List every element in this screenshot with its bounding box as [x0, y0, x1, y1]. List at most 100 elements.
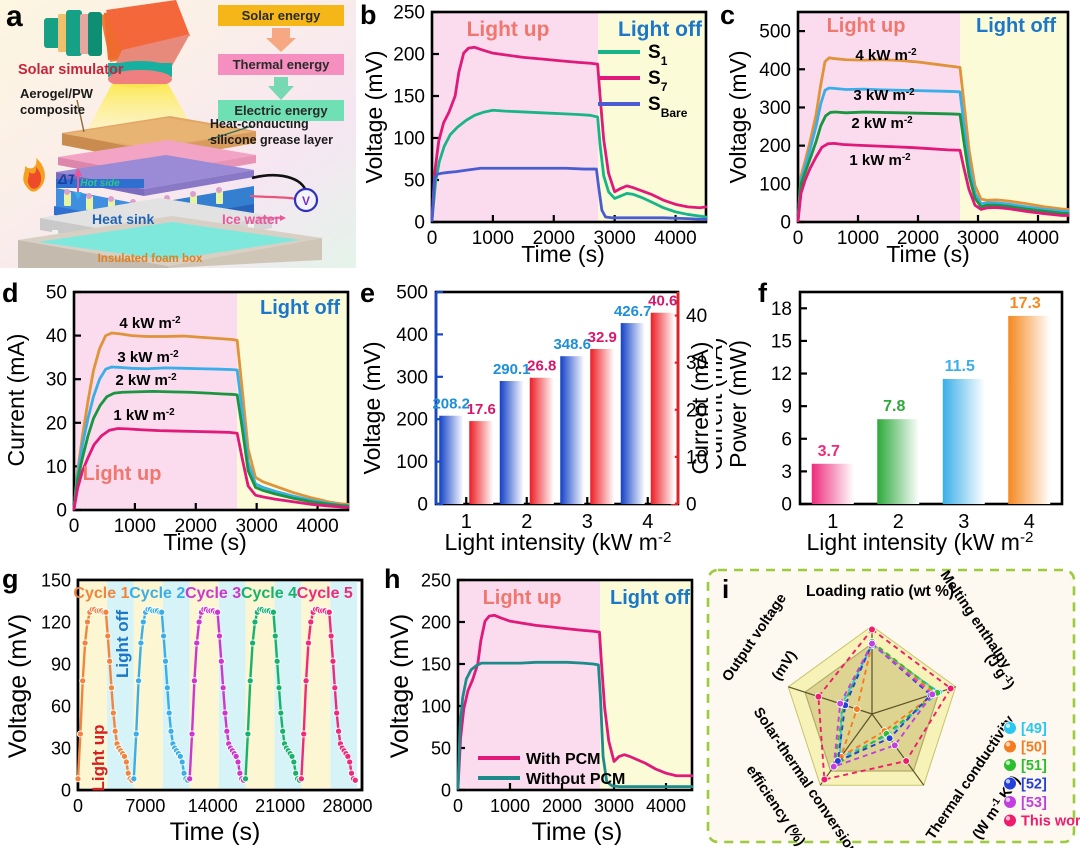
- foam-box-label: Insulated foam box: [98, 253, 203, 265]
- y-tick-label: 200: [759, 136, 791, 157]
- light-up-label: Light up: [467, 18, 550, 41]
- cycle-marker: [158, 608, 166, 616]
- cycle-marker: [335, 727, 343, 735]
- panel-h-pcm-comparison: 0 1000 2000 3000 4000 0 50 100 150 200 250 Light up…: [382, 562, 704, 848]
- panel-d-current-intensity: 0 1000 2000 3000 4000 0 10 20 30 40 50 Light off Lig…: [0, 278, 360, 560]
- region-light-up: [432, 12, 599, 222]
- legend-label-51: [51]: [1021, 758, 1047, 774]
- cycle-marker: [130, 775, 138, 783]
- legend-label-With-PCM: With PCM: [526, 751, 601, 768]
- y-tick-label: 400: [759, 60, 791, 81]
- cycle-marker: [273, 657, 281, 665]
- legend-dot-highlight: [1005, 816, 1011, 821]
- light-off-label: Light off: [976, 15, 1056, 37]
- radar-spoke-3: [819, 713, 873, 786]
- panel-i-label: i: [722, 574, 730, 604]
- region-light-off: [598, 12, 706, 222]
- series-line-without-pcm: [456, 660, 694, 790]
- cycle-marker: [195, 618, 203, 626]
- legend-dot-50: [1003, 739, 1017, 754]
- cycle-marker: [279, 727, 287, 735]
- y-tick-label: 50: [404, 171, 425, 192]
- y-tick-label: 20: [46, 413, 67, 434]
- y-tick-label: 100: [396, 452, 428, 473]
- y-tick-label: 60: [51, 697, 71, 717]
- y-tick-label: 0: [414, 213, 425, 234]
- panel-i-radar: Loading ratio (wt %) Melting enthalpy (J g…: [704, 562, 1080, 848]
- legend-label-SBare: SBare: [648, 94, 688, 120]
- series-line-3-kw-m-2: [796, 86, 1070, 222]
- x-tick-label: 3: [958, 511, 969, 533]
- x-tick-label: 4000: [646, 796, 686, 816]
- x-tick-label: 28000: [323, 796, 373, 816]
- arrow-down-1-icon: [266, 28, 296, 52]
- y-tick-label: 50: [431, 739, 451, 759]
- annotation-1 kW m: 1 kW m-2: [849, 152, 911, 170]
- panel-g-xlabel: Time (s): [170, 818, 261, 846]
- x-tick-label: 1000: [837, 228, 879, 249]
- y-tick-label: 15: [771, 331, 792, 352]
- panel-h-label: h: [384, 564, 401, 594]
- cycle-marker: [188, 730, 196, 738]
- radar-point: [946, 684, 955, 693]
- x-tick-label: 3000: [594, 228, 636, 249]
- cycle-marker: [160, 632, 168, 640]
- radar-point: [829, 762, 838, 771]
- cycle-marker: [76, 730, 84, 738]
- light-up-label: Light up: [89, 724, 108, 791]
- cycle-marker: [122, 758, 130, 766]
- y-tick-label: 120: [41, 613, 71, 633]
- cycle-marker: [74, 775, 82, 783]
- panel-g-cycles: 0 7000 14000 21000 28000 0 30 60 90 120 150 Cycle 1…: [0, 562, 382, 848]
- panel-f-ylabel-ghost: Current (mA): [716, 338, 727, 471]
- cycle-marker: [346, 758, 354, 766]
- series-line-with-pcm: [456, 613, 694, 789]
- x-tick-label: 3000: [236, 516, 278, 537]
- solar-simulator-graphic: [44, 0, 200, 140]
- y-tick-label: 3: [781, 462, 792, 483]
- y-tick-label: 200: [396, 410, 428, 431]
- y2-tick-label: 40: [686, 306, 707, 327]
- cycle-marker: [163, 684, 171, 692]
- y-tick-label: 0: [781, 495, 792, 516]
- legend-label-S7: S7: [648, 68, 668, 94]
- cycle-label-4: Cycle 4: [241, 585, 297, 602]
- x-tick-label: 1000: [472, 228, 514, 249]
- voltmeter-icon: [293, 187, 319, 213]
- legend-dot-Thiswork: [1003, 813, 1017, 828]
- radar-point: [890, 741, 899, 750]
- x-tick-label: 21000: [255, 796, 305, 816]
- cycle-marker: [241, 775, 250, 783]
- y-tick-label: 300: [759, 98, 791, 119]
- annotation-1 kW m: 1 kW m-2: [113, 407, 175, 425]
- legend-dot-52: [1003, 776, 1017, 791]
- panel-h-ylabel: Voltage (mV): [386, 614, 414, 759]
- series-line-2-kw-m-2: [72, 390, 350, 511]
- energy-flow-diagram: Solar energy Thermal energy Electric ene…: [218, 5, 344, 121]
- bar-value-current: 26.8: [527, 358, 556, 375]
- radar-series-[52]: [836, 642, 932, 763]
- radar-spoke-2: [871, 713, 925, 786]
- y-tick-label: 18: [771, 299, 792, 320]
- cycle-marker: [333, 709, 341, 717]
- radar-point: [902, 757, 910, 765]
- y-tick-label: 100: [421, 697, 451, 717]
- circuit-wires-graphic: V: [249, 173, 319, 213]
- grease-leader-line: [207, 125, 253, 141]
- bar-voltage: [620, 323, 645, 504]
- x-tick-label: 2: [521, 511, 532, 533]
- aerogel-label-line2: composite: [20, 102, 85, 117]
- series-line-1-kw-m-2: [796, 141, 1070, 223]
- bar-value-power: 11.5: [945, 358, 975, 375]
- y-tick-label: 200: [421, 613, 451, 633]
- x-tick-label: 0: [793, 228, 804, 249]
- cycle-marker: [137, 639, 145, 647]
- bar-value-current: 17.6: [467, 401, 496, 418]
- region-light-up: [74, 292, 238, 510]
- cycle-marker: [217, 657, 225, 665]
- delta-t-label: ΔT: [57, 171, 77, 187]
- cycle-marker: [269, 608, 277, 616]
- y-tick-label: 100: [759, 174, 791, 195]
- cycle-marker: [351, 776, 359, 784]
- x-tick-label: 7000: [125, 796, 165, 816]
